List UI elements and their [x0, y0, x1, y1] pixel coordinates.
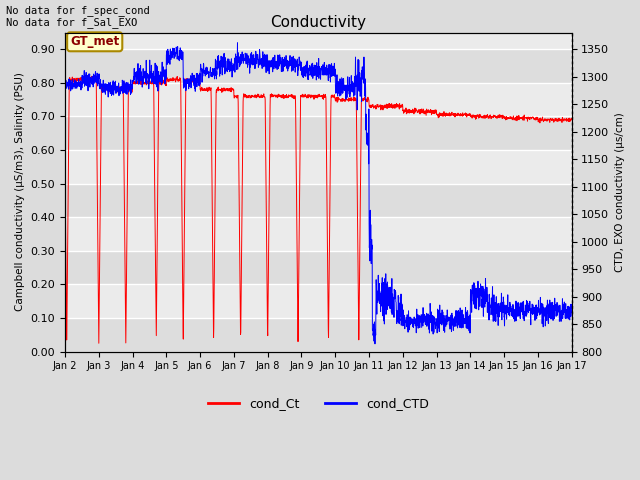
Bar — [65, 49, 572, 83]
Bar — [65, 117, 572, 150]
Text: GT_met: GT_met — [70, 36, 119, 48]
Y-axis label: Campbell conductivity (µS/m3), Salinity (PSU): Campbell conductivity (µS/m3), Salinity … — [15, 72, 25, 312]
Bar — [65, 184, 572, 217]
Y-axis label: CTD, EXO conductivity (µs/cm): CTD, EXO conductivity (µs/cm) — [615, 112, 625, 272]
Legend: cond_Ct, cond_CTD: cond_Ct, cond_CTD — [203, 393, 434, 416]
Text: No data for f_spec_cond
No data for f_Sal_EXO: No data for f_spec_cond No data for f_Sa… — [6, 5, 150, 28]
Bar — [65, 251, 572, 284]
Title: Conductivity: Conductivity — [270, 15, 366, 30]
Bar — [65, 318, 572, 351]
